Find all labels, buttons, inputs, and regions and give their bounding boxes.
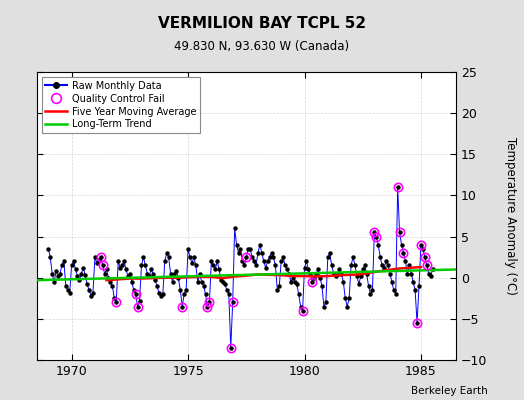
Legend: Raw Monthly Data, Quality Control Fail, Five Year Moving Average, Long-Term Tren: Raw Monthly Data, Quality Control Fail, … xyxy=(41,77,200,133)
Text: 49.830 N, 93.630 W (Canada): 49.830 N, 93.630 W (Canada) xyxy=(174,40,350,53)
Y-axis label: Temperature Anomaly (°C): Temperature Anomaly (°C) xyxy=(504,137,517,295)
Text: Berkeley Earth: Berkeley Earth xyxy=(411,386,487,396)
Text: VERMILION BAY TCPL 52: VERMILION BAY TCPL 52 xyxy=(158,16,366,31)
